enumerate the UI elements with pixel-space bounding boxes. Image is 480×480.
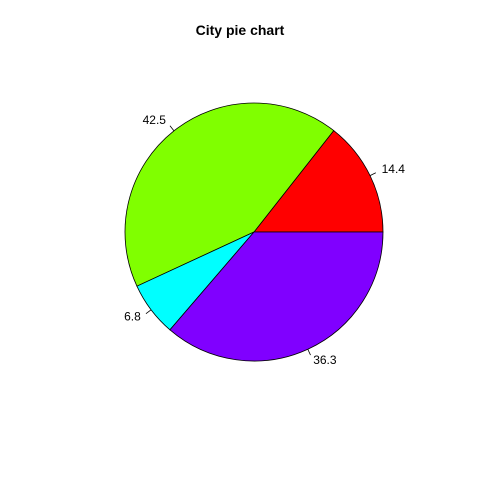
pie-label-3: 36.3 [313, 353, 337, 367]
pie-label-2: 6.8 [124, 310, 141, 324]
pie-slice-0 [253, 130, 384, 233]
pie-label-1: 42.5 [143, 113, 167, 127]
pie-slice-1 [124, 102, 335, 287]
pie-tick-2 [145, 309, 152, 314]
chart-title: City pie chart [195, 22, 285, 38]
pie-tick-1 [169, 125, 175, 132]
pie-label-0: 14.4 [382, 162, 406, 176]
pie-tick-3 [307, 349, 311, 356]
pie-tick-0 [369, 172, 376, 176]
